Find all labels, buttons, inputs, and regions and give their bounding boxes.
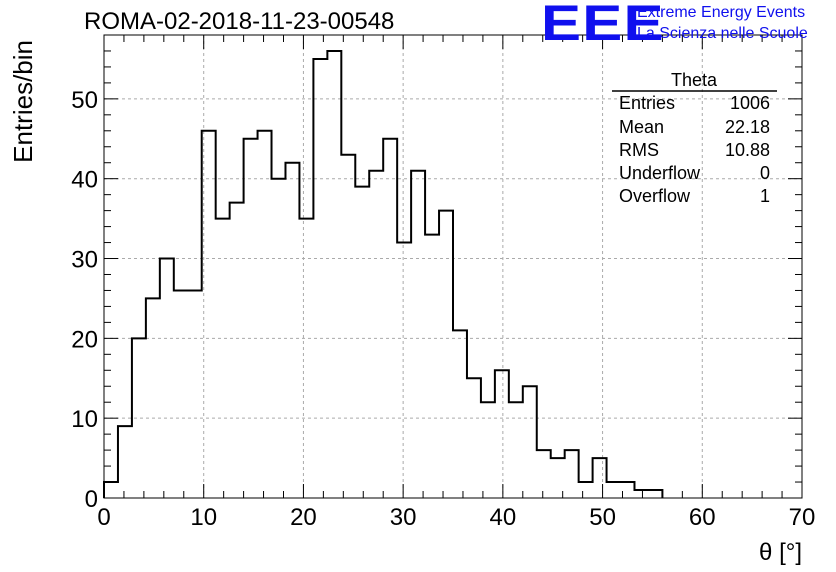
x-tick-label: 30: [390, 504, 417, 531]
stats-value-mean: 22.18: [724, 117, 770, 137]
histogram-outline: [103, 49, 664, 498]
x-tick-label: 50: [589, 504, 616, 531]
plot-frame: [103, 34, 803, 499]
logo-tagline-2: La Scienza nelle Scuole: [637, 25, 808, 42]
x-tick-label: 10: [190, 504, 217, 531]
x-tick-label: 40: [490, 504, 517, 531]
y-tick-label: 40: [71, 167, 98, 194]
logo-tagline-1: Extreme Energy Events: [637, 4, 806, 21]
y-tick-label: 20: [71, 326, 98, 353]
stats-label-mean: Mean: [619, 117, 665, 137]
stats-label-entries: Entries: [619, 93, 676, 113]
stats-label-rms: RMS: [619, 140, 659, 160]
y-tick-label: 30: [71, 247, 98, 274]
y-axis-label: Entries/bin: [8, 40, 38, 163]
stats-value-rms: 10.88: [724, 140, 770, 160]
y-tick-label: 0: [85, 486, 98, 513]
x-tick-label: 0: [97, 504, 110, 531]
stats-label-underflow: Underflow: [619, 163, 701, 183]
stats-title: Theta: [670, 70, 718, 90]
stats-label-overflow: Overflow: [619, 186, 691, 206]
x-tick-label: 70: [789, 504, 816, 531]
stats-value-overflow: 1: [759, 186, 770, 206]
y-tick-label: 10: [71, 406, 98, 433]
y-tick-label: 50: [71, 87, 98, 114]
x-tick-label: 60: [689, 504, 716, 531]
stats-value-underflow: 0: [759, 163, 770, 183]
x-axis-label: θ [°]: [759, 539, 802, 566]
x-tick-label: 20: [290, 504, 317, 531]
run-title: ROMA-02-2018-11-23-00548: [84, 8, 395, 35]
eee-logo: EEE: [541, 0, 665, 51]
stats-value-entries: 1006: [729, 93, 770, 113]
